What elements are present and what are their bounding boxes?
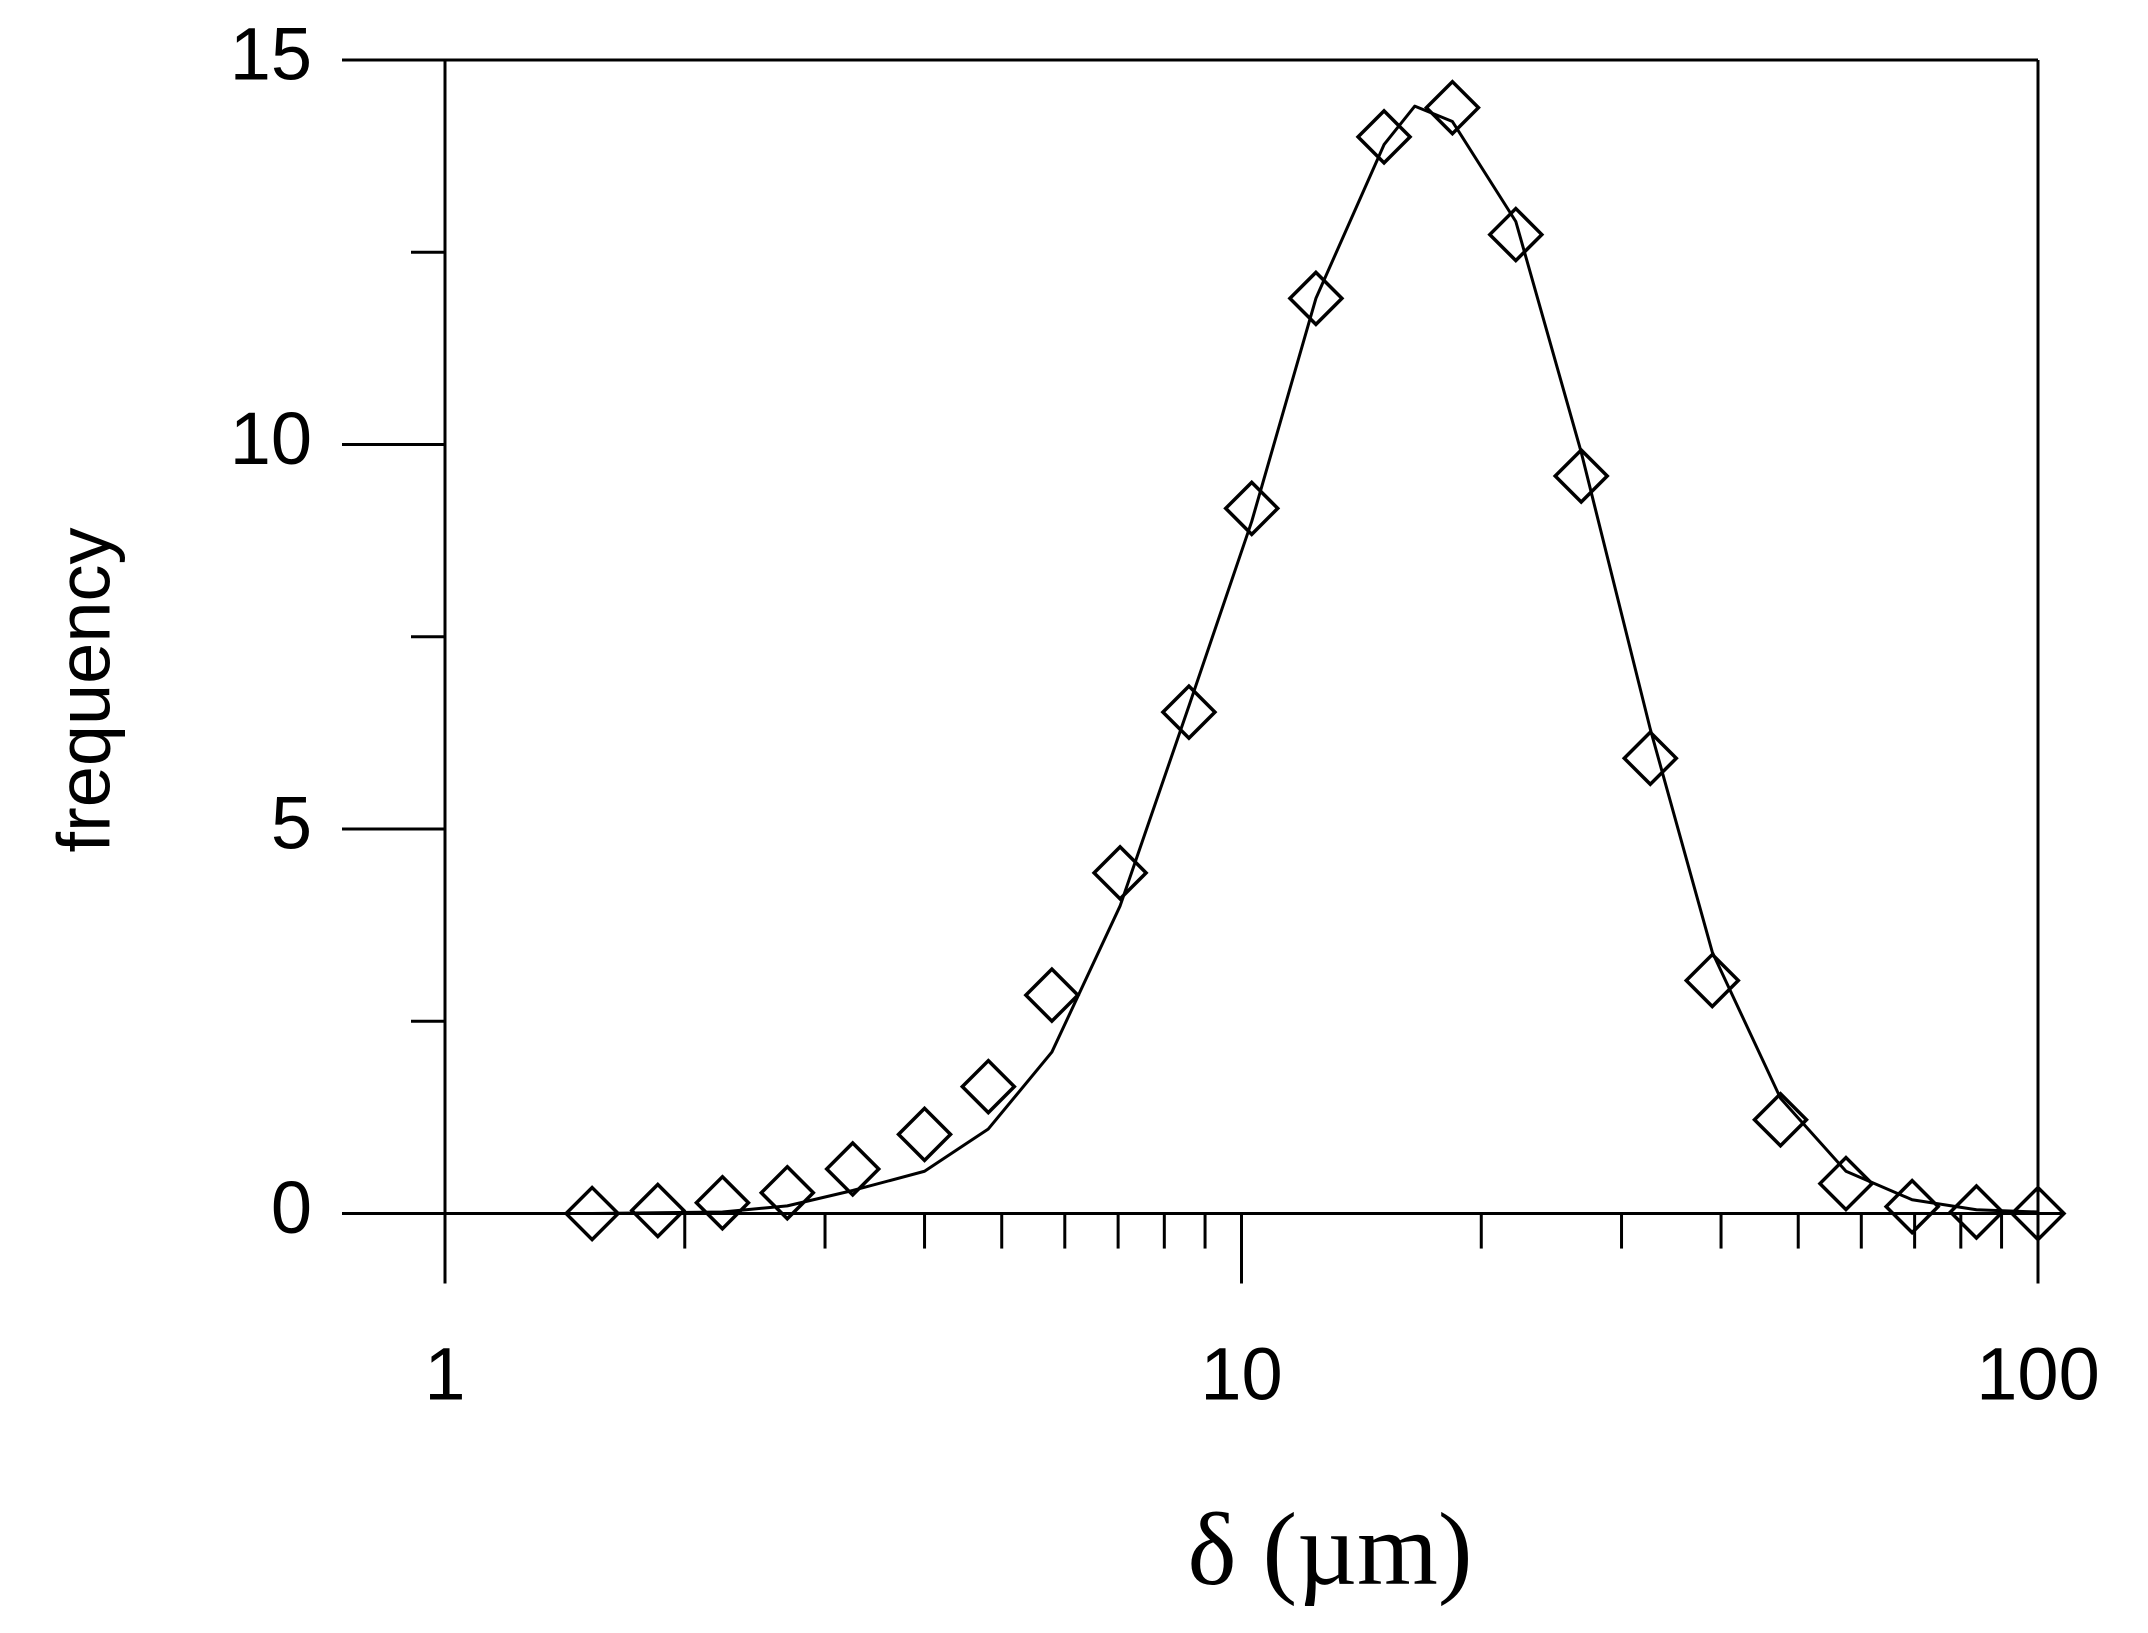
data-point <box>1223 479 1281 537</box>
data-point <box>1552 447 1610 505</box>
x-tick-label: 100 <box>1976 1333 2099 1416</box>
data-point <box>2009 1185 2067 1243</box>
data-point <box>1023 966 1081 1024</box>
data-point <box>1160 683 1218 741</box>
data-point <box>1287 269 1345 327</box>
data-point <box>1683 952 1741 1010</box>
data-point <box>896 1105 954 1163</box>
data-point <box>1487 206 1545 264</box>
x-axis-label: δ (µm) <box>1187 1492 1472 1607</box>
data-point <box>824 1140 882 1198</box>
y-tick-label: 5 <box>271 782 312 865</box>
data-point <box>758 1164 816 1222</box>
data-point <box>1947 1183 2005 1241</box>
fit-line <box>592 104 2039 1216</box>
x-tick-label: 10 <box>1200 1333 1282 1416</box>
data-point <box>1752 1091 1809 1149</box>
y-tick-label: 15 <box>230 13 312 96</box>
data-point <box>1883 1178 1941 1236</box>
x-tick-label: 1 <box>424 1333 465 1416</box>
y-tick-label: 0 <box>271 1166 312 1249</box>
data-point <box>1423 79 1481 137</box>
data-point <box>693 1174 751 1232</box>
y-axis-label: frequency <box>43 528 126 853</box>
data-point <box>629 1182 687 1239</box>
y-tick-label: 10 <box>230 397 312 480</box>
data-point <box>959 1058 1017 1116</box>
data-point <box>563 1185 621 1243</box>
data-point <box>1817 1155 1875 1213</box>
data-point <box>1621 729 1679 787</box>
data-point <box>1091 844 1149 902</box>
data-point <box>1355 108 1413 166</box>
